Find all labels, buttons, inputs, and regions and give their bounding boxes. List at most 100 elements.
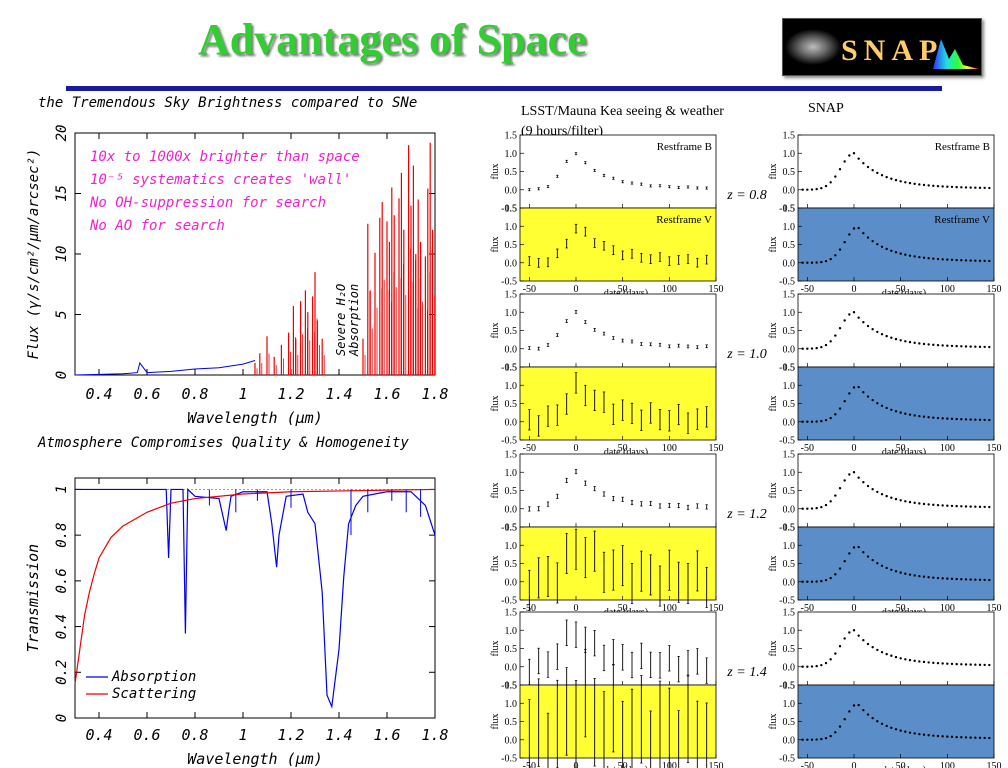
panel-frame <box>797 134 995 209</box>
snap-point <box>852 704 856 707</box>
snap-point <box>946 185 949 188</box>
panel-ytick-label: -0.5 <box>501 681 517 692</box>
snap-point <box>848 631 851 634</box>
snap-point <box>964 663 968 666</box>
snap-point <box>946 735 949 738</box>
panel-xtick-label: 0 <box>574 284 579 295</box>
panel-band-label: Restframe V <box>934 214 990 226</box>
snap-point <box>964 418 968 421</box>
panel-ylabel: flux <box>490 236 501 252</box>
snap-point <box>908 181 912 185</box>
panel-xlabel: date (days) <box>882 288 926 299</box>
panel-ytick-label: 1.5 <box>505 131 518 142</box>
snap-point <box>960 418 963 421</box>
snap-point <box>899 571 902 574</box>
snap-point <box>806 507 809 510</box>
snap-point <box>862 320 865 324</box>
sky-plot-frame <box>74 132 436 376</box>
snap-point <box>857 385 860 389</box>
panel-ylabel: flux <box>490 555 501 571</box>
snap-point <box>885 175 888 179</box>
snap-point <box>894 410 898 413</box>
sky-xtick-label: 1 <box>238 385 247 403</box>
snap-point <box>820 737 823 741</box>
snap-point <box>960 578 963 581</box>
panel-frame <box>519 134 717 209</box>
snap-point <box>988 259 991 263</box>
h2o-label-1: Severe H₂O <box>334 284 348 356</box>
trans-xtick-label: 0.8 <box>181 726 208 744</box>
snap-point <box>974 578 977 581</box>
snap-point <box>848 392 851 395</box>
snap-point <box>880 333 884 336</box>
panel-ytick-label: 1.0 <box>783 541 796 552</box>
snap-point <box>904 500 907 503</box>
sky-ytick-label: 20 <box>54 125 70 142</box>
snap-point <box>913 255 916 258</box>
snap-point <box>838 407 842 410</box>
panel-ytick-label: 1.5 <box>783 363 796 374</box>
panel-ytick-label: 1.0 <box>505 468 518 479</box>
galaxy-icon <box>785 29 841 65</box>
snap-point <box>866 555 870 558</box>
snap-point <box>908 500 912 504</box>
snap-point <box>880 404 884 407</box>
sky-xtick-label: 1.2 <box>277 385 304 403</box>
snap-point <box>890 654 893 657</box>
spectrum-icon <box>933 39 979 69</box>
trans-ytick-label: 0 <box>54 714 70 722</box>
snap-point <box>857 226 860 230</box>
snap-point <box>810 507 814 510</box>
panel-ytick-label: 1.5 <box>505 608 518 619</box>
snap-point <box>922 256 926 259</box>
snap-point <box>820 663 823 667</box>
snap-point <box>899 499 902 502</box>
snap-point <box>890 496 893 499</box>
snap-point <box>834 573 837 576</box>
panel-ytick-label: 0.5 <box>505 240 518 251</box>
snap-point <box>941 662 944 665</box>
snap-point <box>969 736 972 739</box>
snap-point <box>880 722 884 725</box>
trans-plot-frame <box>74 477 436 719</box>
snap-point <box>894 497 898 501</box>
snap-point <box>899 411 902 414</box>
panel-frame <box>519 293 717 368</box>
snap-point <box>960 259 963 262</box>
panel-xtick-label: 100 <box>940 443 955 454</box>
sky-annotation-3: No OH-suppression for search <box>89 195 326 211</box>
panel-xtick-label: -50 <box>523 443 536 454</box>
panel-ytick-label: 1.0 <box>783 308 796 319</box>
snap-point <box>974 186 977 189</box>
snap-point <box>890 568 893 571</box>
panel-ytick-label: -0.5 <box>779 436 795 447</box>
snap-point <box>824 661 828 665</box>
snap-point <box>932 734 935 737</box>
snap-point <box>824 503 828 507</box>
panel-ytick-label: 0.5 <box>505 644 518 655</box>
snap-point <box>801 347 804 350</box>
snap-point <box>899 657 902 660</box>
snap-point <box>946 577 949 580</box>
snap-point <box>913 574 916 577</box>
snap-point <box>834 413 837 416</box>
panel-ylabel: flux <box>490 395 501 411</box>
panel-ytick-label: 1.5 <box>505 450 518 461</box>
panel-ytick-label: 1.0 <box>505 149 518 160</box>
panel-frame <box>797 453 995 528</box>
sky-xtick-label: 0.4 <box>85 385 112 403</box>
snap-point <box>964 578 968 581</box>
panel-ytick-label: -0.5 <box>501 523 517 534</box>
legend-absorption-label: Absorption <box>111 669 196 685</box>
snap-point <box>950 504 954 508</box>
snap-point <box>969 345 972 348</box>
panel-ylabel: flux <box>768 395 779 411</box>
snap-point <box>834 254 837 257</box>
snap-point <box>978 259 982 263</box>
panel-ytick-label: 0.0 <box>505 258 518 269</box>
snap-point <box>941 185 944 188</box>
panel-ytick-label: -0.5 <box>501 754 517 765</box>
snap-point <box>969 259 972 262</box>
panel-ylabel: flux <box>768 482 779 498</box>
snap-point <box>834 652 837 655</box>
